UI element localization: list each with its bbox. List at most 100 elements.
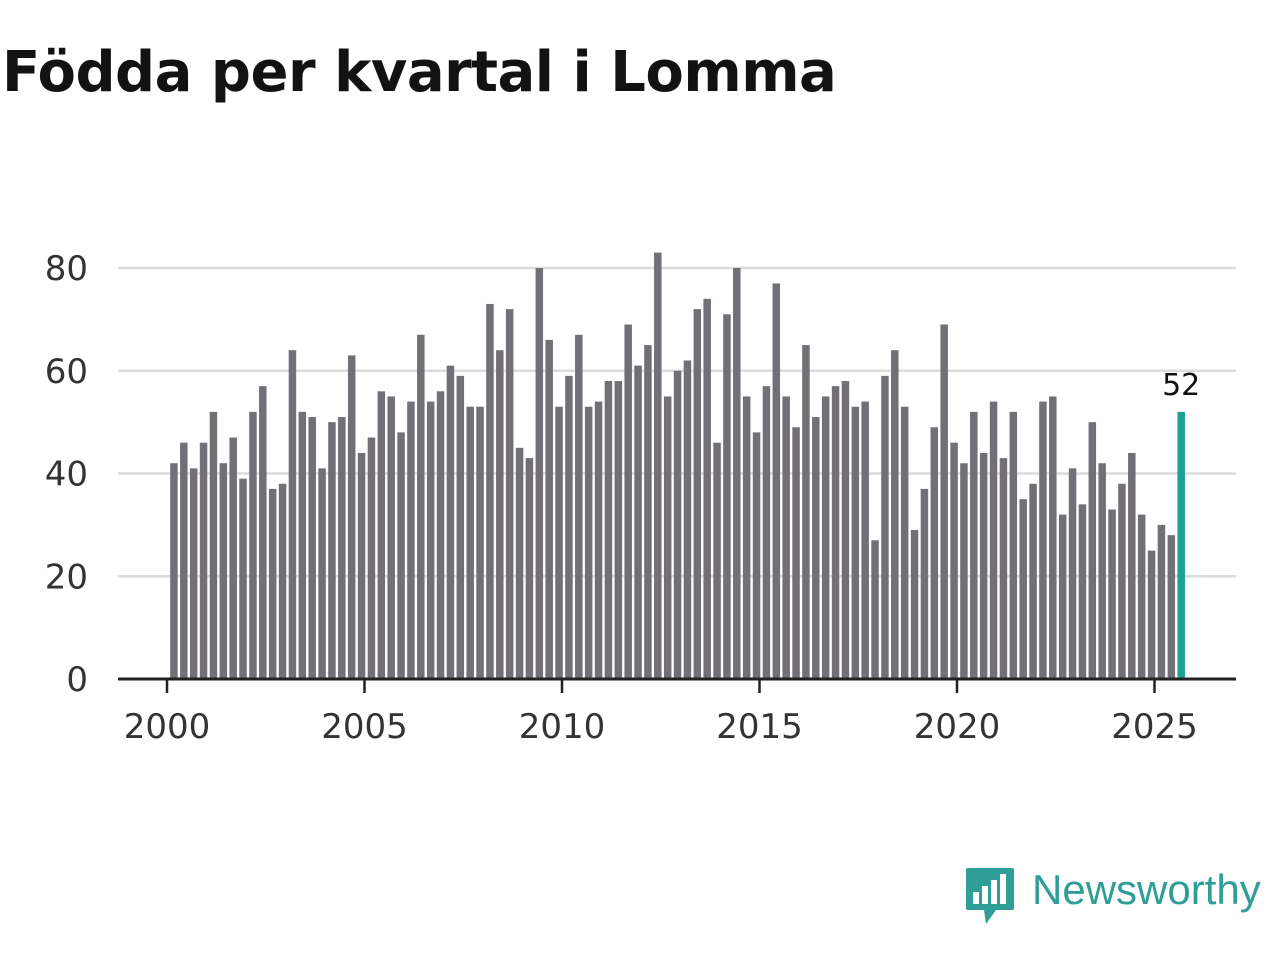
bar [259, 386, 267, 679]
x-tick-label: 2005 [321, 707, 408, 747]
bar [525, 458, 534, 679]
bar [1039, 401, 1047, 679]
bar [466, 406, 474, 679]
y-tick-label: 20 [45, 557, 88, 597]
chart-title: Födda per kvartal i Lomma [2, 40, 837, 105]
bar [387, 396, 395, 679]
bar [920, 488, 929, 679]
bar [308, 416, 316, 679]
bar [1137, 514, 1146, 679]
bar [703, 298, 711, 679]
bar [930, 427, 939, 679]
bar [377, 391, 386, 679]
bar [1157, 524, 1166, 680]
bar [367, 437, 376, 679]
bar [713, 442, 721, 679]
bar [979, 452, 988, 679]
bar [545, 339, 553, 679]
bar [347, 355, 356, 679]
newsworthy-logo-icon [966, 868, 1014, 924]
bar [772, 283, 781, 679]
bar [268, 488, 277, 679]
bar [999, 458, 1008, 679]
bar [189, 468, 198, 679]
bar [436, 391, 445, 679]
bar [298, 411, 307, 679]
bar [535, 268, 544, 679]
x-tick-label: 2015 [716, 707, 803, 747]
bar [1098, 463, 1106, 679]
axes [118, 677, 1236, 693]
bar [752, 432, 761, 679]
bar [397, 432, 405, 679]
bar [417, 334, 425, 679]
bar [733, 268, 741, 679]
bar [891, 350, 899, 679]
y-tick-label: 40 [45, 455, 88, 495]
y-tick-label: 60 [45, 352, 88, 392]
bar [812, 416, 820, 679]
bar [1167, 535, 1176, 679]
bar [821, 396, 830, 679]
bar [940, 324, 948, 679]
x-tick-label: 2025 [1111, 707, 1198, 747]
bar [575, 334, 583, 679]
bar [1068, 468, 1077, 679]
bar-highlight [1177, 411, 1185, 679]
bar [229, 437, 237, 679]
bar [1108, 509, 1116, 679]
bar [515, 447, 524, 679]
bar [278, 483, 287, 679]
bar [456, 375, 465, 679]
bars [170, 252, 1185, 680]
bar [604, 381, 613, 679]
bar [802, 345, 810, 679]
bar [634, 365, 642, 679]
bar [881, 375, 889, 679]
bar [1058, 514, 1067, 679]
labels: 0 20 40 60 80 52 2000 2005 2010 2015 2020 2025 [45, 249, 1201, 747]
bar [209, 411, 218, 679]
bar [288, 350, 297, 679]
bar [584, 406, 593, 679]
bar [496, 350, 504, 679]
newsworthy-wordmark: Newsworthy [1032, 866, 1261, 913]
bar [871, 540, 879, 679]
bar [1118, 483, 1126, 679]
bar [555, 406, 563, 679]
bar [1029, 483, 1037, 679]
bar [762, 386, 771, 679]
bar [328, 422, 336, 680]
bar [950, 442, 958, 679]
bar [1128, 452, 1136, 679]
bar [476, 406, 484, 679]
bar [505, 309, 514, 679]
bar [900, 406, 909, 679]
bar [1147, 550, 1156, 679]
bar [673, 370, 682, 679]
bar [663, 396, 672, 679]
bar [407, 401, 415, 679]
bar [851, 406, 860, 679]
bar [318, 468, 326, 679]
bar [170, 463, 178, 679]
bar [614, 381, 623, 679]
bar [249, 411, 257, 679]
bar [1049, 396, 1057, 679]
bar [841, 381, 850, 679]
highlight-value-label: 52 [1162, 368, 1200, 403]
bar [723, 314, 731, 679]
bar [989, 401, 998, 679]
bar [910, 530, 919, 679]
bar [199, 442, 208, 679]
bar [180, 442, 188, 679]
x-tick-label: 2020 [914, 707, 1001, 747]
y-tick-label: 80 [45, 249, 88, 289]
bar [219, 463, 228, 679]
bar [960, 463, 968, 679]
bar [683, 360, 692, 679]
bar [1019, 499, 1027, 679]
bar [565, 375, 573, 679]
newsworthy-logo: Newsworthy [964, 866, 1280, 928]
